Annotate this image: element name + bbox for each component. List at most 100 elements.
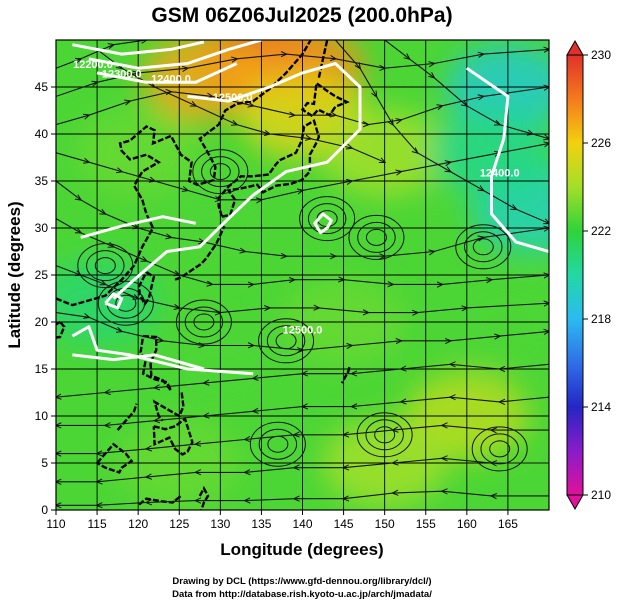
contour-label: 12500.0 xyxy=(213,92,253,104)
x-tick-label: 120 xyxy=(128,517,148,531)
vortex-ring xyxy=(275,332,297,350)
height-contour xyxy=(313,212,333,235)
vortex-ring xyxy=(464,231,503,263)
vortex-ring xyxy=(299,196,356,242)
streamline xyxy=(56,265,549,313)
x-tick-label: 155 xyxy=(416,517,436,531)
x-tick-label: 130 xyxy=(210,517,230,531)
vortex-ring xyxy=(193,313,215,331)
contour-label: 12400.0 xyxy=(480,167,520,179)
streamline xyxy=(56,40,146,69)
height-contour xyxy=(71,325,254,376)
vortex-ring xyxy=(97,280,154,326)
height-contour xyxy=(104,292,124,310)
vortex-ring xyxy=(365,228,387,246)
colorbar-scale xyxy=(566,54,584,496)
vortex-ring xyxy=(184,306,224,338)
vortex-ring xyxy=(249,421,306,467)
x-tick-label: 150 xyxy=(375,517,395,531)
height-contour xyxy=(80,215,196,239)
y-tick-label: 15 xyxy=(35,362,49,376)
vortex-ring xyxy=(472,238,494,256)
vortex-ring xyxy=(365,419,404,451)
colorbar-top-arrow xyxy=(566,39,584,56)
height-contour xyxy=(112,62,362,300)
x-tick-label: 140 xyxy=(292,517,312,531)
colorbar-tick-label: 218 xyxy=(591,312,611,326)
y-axis-ticks: 0 5 10 15 20 25 30 35 40 45 xyxy=(35,80,56,517)
x-tick-label: 160 xyxy=(457,517,477,531)
vortex-ring xyxy=(77,243,134,289)
colorbar-tick-label: 226 xyxy=(591,136,611,150)
y-tick-label: 40 xyxy=(35,127,49,141)
streamline xyxy=(56,491,549,505)
colorbar-bottom-arrow xyxy=(566,494,584,511)
x-tick-label: 145 xyxy=(334,517,354,531)
vortex-ring xyxy=(471,426,528,472)
x-axis-ticks: 110 115 120 125 130 135 140 145 150 155 160 165 xyxy=(46,510,518,531)
colorbar-tick-label: 222 xyxy=(591,224,611,238)
x-axis-label: Longitude (degrees) xyxy=(220,540,383,559)
colorbar-ticks: 210 214 218 222 226 230 xyxy=(583,48,611,502)
vortex-ring xyxy=(209,163,231,181)
contour-label: 12300.0 xyxy=(102,69,142,81)
vortex-ring xyxy=(455,224,512,270)
contour-label: 12500.0 xyxy=(283,324,323,336)
vortex-ring xyxy=(489,440,511,458)
credit-data: Data from http://database.rish.kyoto-u.a… xyxy=(172,589,432,600)
streamline xyxy=(384,40,549,139)
y-tick-label: 20 xyxy=(35,315,49,329)
x-tick-label: 110 xyxy=(46,517,65,531)
x-tick-label: 125 xyxy=(169,517,189,531)
coastline xyxy=(56,320,66,339)
colorbar-tick-label: 230 xyxy=(591,48,611,62)
y-tick-label: 5 xyxy=(41,456,48,470)
y-tick-label: 0 xyxy=(41,503,48,517)
vortex-ring xyxy=(374,426,396,444)
height-contour xyxy=(72,40,205,56)
colorbar-tick-label: 214 xyxy=(591,400,611,414)
y-tick-label: 30 xyxy=(35,221,49,235)
streamline xyxy=(56,397,549,425)
y-tick-label: 35 xyxy=(35,174,49,188)
vortex-ring xyxy=(258,428,298,460)
vortex-ring xyxy=(175,299,232,345)
chart-title: GSM 06Z06Jul2025 (200.0hPa) xyxy=(151,4,452,27)
streamline xyxy=(56,312,549,351)
streamline xyxy=(56,364,549,397)
x-tick-label: 165 xyxy=(498,517,518,531)
vortex-ring xyxy=(201,156,240,188)
height-contour xyxy=(88,40,262,70)
vortex-ring xyxy=(267,435,289,453)
vortex-ring xyxy=(266,325,306,357)
x-tick-label: 115 xyxy=(88,517,107,531)
x-tick-label: 135 xyxy=(251,517,271,531)
contour-label: 12200.0 xyxy=(73,59,113,71)
vortex-ring xyxy=(480,433,519,465)
height-contours xyxy=(71,40,549,376)
streamline xyxy=(56,458,549,482)
vortex-ring xyxy=(192,149,249,195)
colorbar-tick-label: 210 xyxy=(591,488,611,502)
height-contour xyxy=(96,62,238,84)
streamline xyxy=(56,425,549,453)
vortex-ring xyxy=(258,318,315,364)
y-tick-label: 25 xyxy=(35,268,49,282)
y-tick-label: 45 xyxy=(35,80,49,94)
y-axis-label: Latitude (degrees) xyxy=(5,201,24,348)
vortex-ring xyxy=(307,203,347,235)
vortex-ring xyxy=(94,257,116,275)
y-tick-label: 10 xyxy=(35,409,49,423)
colorbar: 210 214 218 222 226 230 xyxy=(566,39,611,511)
vortex-ring xyxy=(356,412,413,458)
vortex-ring xyxy=(115,294,137,312)
height-contour xyxy=(72,353,205,371)
vortex-ring xyxy=(348,214,405,260)
streamline xyxy=(96,48,385,162)
wind-streamlines xyxy=(56,40,549,505)
height-contour xyxy=(465,66,549,253)
credit-drawing: Drawing by DCL (https://www.gfd-dennou.o… xyxy=(172,576,431,587)
